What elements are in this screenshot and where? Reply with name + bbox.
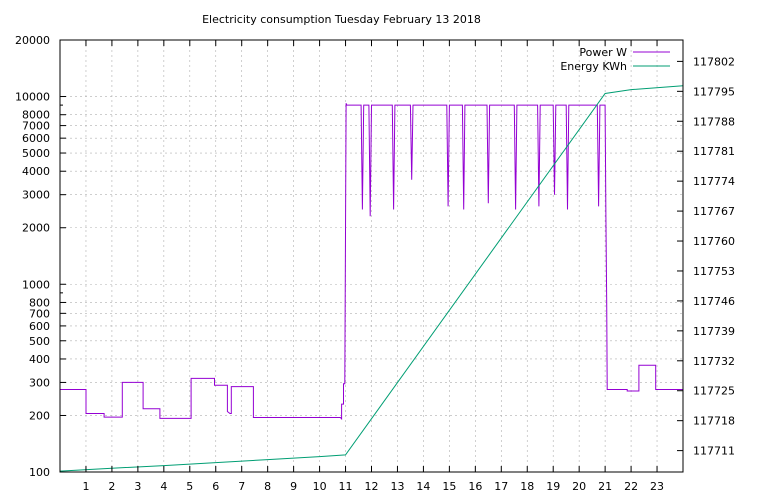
y2-tick-label: 117795 [693,85,735,98]
y2-tick-label: 117767 [693,205,735,218]
y-tick-label: 400 [29,353,50,366]
y2-tick-label: 117746 [693,295,735,308]
y-tick-label: 700 [29,307,50,320]
x-tick-label: 22 [624,480,638,493]
y2-tick-label: 117753 [693,265,735,278]
y2-tick-label: 117788 [693,115,735,128]
y2-tick-label: 117732 [693,355,735,368]
x-tick-label: 11 [339,480,353,493]
y-tick-label: 3000 [22,189,50,202]
x-tick-label: 16 [468,480,482,493]
y-tick-label: 200 [29,409,50,422]
x-tick-label: 6 [212,480,219,493]
x-tick-label: 21 [598,480,612,493]
x-tick-label: 7 [238,480,245,493]
y-tick-label: 8000 [22,109,50,122]
legend-label: Energy KWh [560,60,627,73]
x-tick-label: 4 [160,480,167,493]
x-tick-label: 14 [416,480,430,493]
y-tick-label: 100 [29,466,50,479]
x-tick-label: 9 [290,480,297,493]
chart-title: Electricity consumption Tuesday February… [202,13,481,26]
y-tick-label: 4000 [22,165,50,178]
x-tick-label: 1 [82,480,89,493]
x-tick-label: 2 [108,480,115,493]
x-tick-label: 19 [546,480,560,493]
axis-ticks: 1 2 3 4 5 6 7 8 9 10 11 12 13 14 15 16 17 18 19 20 21 22 23100… [15,34,735,493]
x-tick-label: 15 [442,480,456,493]
y2-tick-label: 117781 [693,145,735,158]
y2-tick-label: 117739 [693,325,735,338]
legend-label: Power W [579,46,627,59]
y2-tick-label: 117711 [693,445,735,458]
y2-tick-label: 117725 [693,385,735,398]
x-tick-label: 17 [494,480,508,493]
x-tick-label: 12 [365,480,379,493]
x-tick-label: 5 [186,480,193,493]
x-tick-label: 8 [264,480,271,493]
y-tick-label: 6000 [22,132,50,145]
x-tick-label: 3 [134,480,141,493]
y-tick-label: 7000 [22,120,50,133]
y-tick-label: 300 [29,376,50,389]
y2-tick-label: 117774 [693,175,735,188]
x-tick-label: 13 [390,480,404,493]
y-tick-label: 10000 [15,91,50,104]
y-tick-label: 800 [29,296,50,309]
series-layer [59,85,684,472]
x-tick-label: 23 [650,480,664,493]
series-line-1 [60,103,683,421]
x-tick-label: 20 [572,480,586,493]
x-tick-label: 10 [313,480,327,493]
y2-tick-label: 117802 [693,55,735,68]
y-tick-label: 5000 [22,147,50,160]
x-tick-label: 18 [520,480,534,493]
y-tick-label: 500 [29,335,50,348]
y-tick-label: 2000 [22,222,50,235]
y-tick-label: 600 [29,320,50,333]
y2-tick-label: 117760 [693,235,735,248]
y2-tick-label: 117718 [693,415,735,428]
y-tick-label: 20000 [15,34,50,47]
y-tick-label: 1000 [22,278,50,291]
